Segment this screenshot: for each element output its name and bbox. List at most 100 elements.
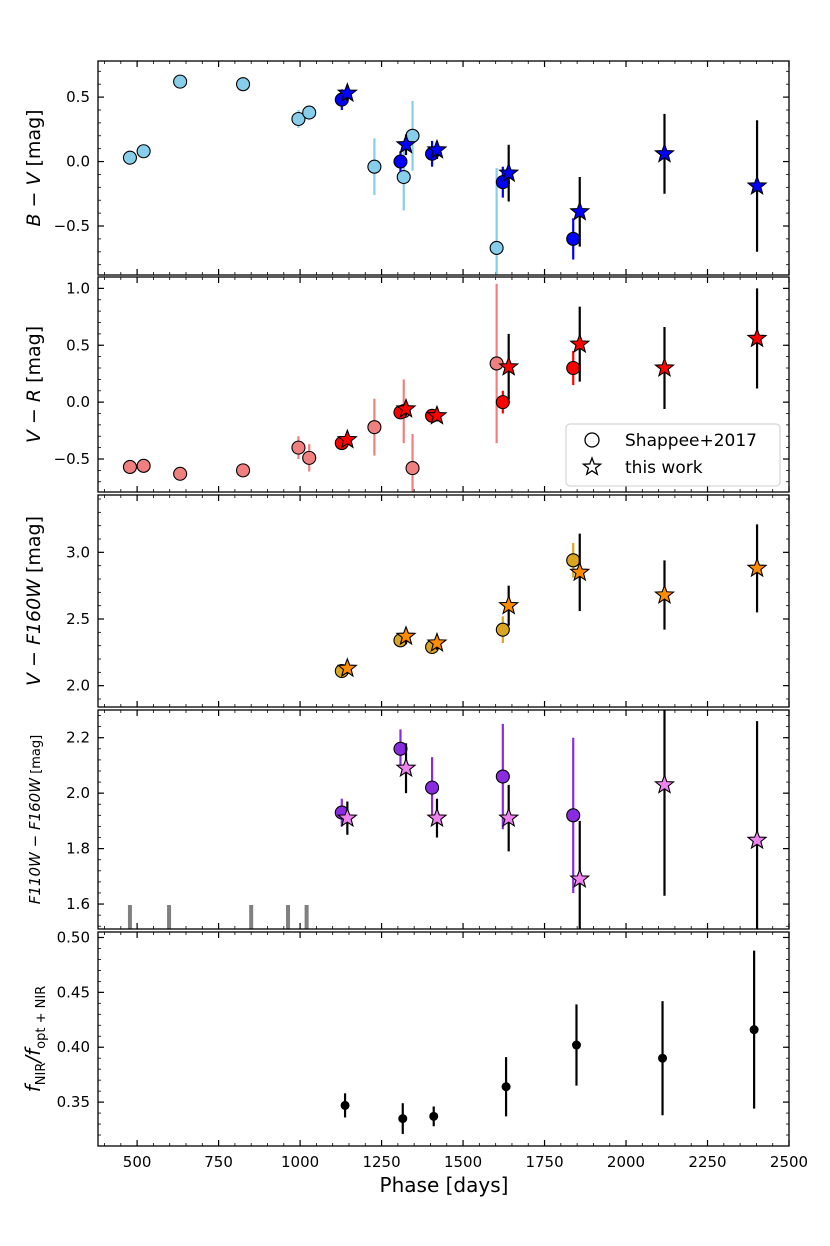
data-point [746, 829, 768, 850]
data-point [566, 808, 581, 823]
legend: Shappee+2017 this work [565, 423, 781, 487]
data-layer [334, 524, 768, 679]
data-point [291, 111, 306, 127]
y-axis-label: F110W − F160W [mag] [26, 735, 44, 904]
data-point [571, 1040, 581, 1050]
y-label-math: V − R [23, 389, 45, 443]
y-tick-label: −0.5 [54, 450, 90, 468]
x-axis-label: Phase [days] [380, 1173, 509, 1197]
data-point [429, 1111, 439, 1121]
data-point [495, 622, 510, 637]
y-tick-label: 0.0 [66, 153, 90, 171]
data-point [398, 1114, 408, 1124]
y-label-unit: [mag] [23, 326, 45, 389]
y-tick-label: 2.2 [66, 729, 90, 747]
data-point [749, 1025, 759, 1035]
y-tick-label: −0.5 [54, 217, 90, 235]
data-point [426, 631, 448, 652]
y-axis-label: V − F160W [mag] [23, 516, 45, 686]
data-point [489, 240, 504, 255]
x-tick-label: 1000 [281, 1153, 319, 1171]
data-point [746, 174, 768, 195]
data-point [393, 154, 408, 169]
data-point [340, 1100, 350, 1110]
data-layer [122, 283, 768, 492]
x-tick-label: 1750 [525, 1153, 563, 1171]
y-tick-label: 1.8 [66, 840, 90, 858]
panels-layer: −0.5 0.0 0.5 B − V [mag] −0.5 0.0 0.5 1.0 V − R … [21, 60, 808, 1171]
y-tick-label: 0.5 [66, 336, 90, 354]
y-label-math: B − V [23, 171, 45, 227]
x-tick-label: 2500 [770, 1153, 808, 1171]
data-point [136, 458, 151, 473]
data-point [302, 105, 317, 120]
y-tick-label: 0.50 [57, 928, 90, 946]
panel-frame [97, 709, 790, 930]
data-point [498, 162, 520, 183]
legend-circle-marker [584, 432, 600, 448]
data-point [498, 807, 520, 828]
data-point [395, 757, 417, 778]
y-tick-label: 2.0 [66, 677, 90, 695]
data-point [498, 355, 520, 376]
panel-v_minus_f160w: 2.0 2.5 3.0 V − F160W [mag] [23, 494, 790, 708]
data-point [336, 428, 358, 449]
y-tick-label: 3.0 [66, 543, 90, 561]
data-point [336, 657, 358, 678]
legend-frame [565, 423, 781, 487]
data-point [122, 150, 137, 165]
panel-b_minus_v: −0.5 0.0 0.5 B − V [mag] [23, 60, 790, 276]
data-point [658, 1053, 668, 1063]
data-point [566, 553, 581, 568]
y-tick-label: 0.0 [66, 393, 90, 411]
legend-label-shappee: Shappee+2017 [625, 431, 757, 451]
y-label-slash-f: /f [21, 1046, 45, 1065]
data-point [336, 807, 358, 828]
x-tick-label: 2250 [688, 1153, 726, 1171]
data-point [395, 397, 417, 418]
data-point [569, 868, 591, 889]
panel-frame [97, 494, 790, 708]
data-point [367, 420, 382, 435]
data-point [569, 200, 591, 221]
legend-star-marker [581, 456, 603, 476]
y-tick-label: 2.0 [66, 784, 90, 802]
data-point [291, 440, 306, 455]
y-tick-label: 1.6 [66, 895, 90, 913]
y-tick-label: 1.0 [66, 279, 90, 297]
y-tick-label: 2.5 [66, 610, 90, 628]
data-point [395, 133, 417, 154]
panel-f110w_minus_f160w: 1.6 1.8 2.0 2.2 F110W − F160W [mag] [26, 709, 790, 930]
y-label-unit: [mag] [23, 109, 45, 172]
y-axis-label: V − R [mag] [23, 326, 45, 443]
data-point [495, 769, 510, 784]
panel-frame [97, 931, 790, 1147]
y-tick-label: 0.35 [57, 1093, 90, 1111]
y-label-math: V − F160W [23, 578, 45, 686]
data-point [235, 77, 251, 92]
data-point [302, 450, 317, 465]
y-axis-label: B − V [mag] [23, 109, 45, 226]
y-tick-label: 0.5 [66, 88, 90, 106]
panel-v_minus_r: −0.5 0.0 0.5 1.0 V − R [mag] [23, 276, 790, 493]
data-point [653, 142, 676, 163]
data-point [405, 461, 420, 476]
data-point [426, 807, 448, 828]
x-tick-label: 500 [123, 1153, 152, 1171]
data-point [569, 561, 591, 582]
y-label-unit: [mag] [29, 735, 44, 778]
data-point [367, 159, 382, 174]
data-point [425, 780, 440, 795]
y-axis-label: fNIR/fopt + NIR [21, 986, 49, 1092]
panel-frame [97, 276, 790, 493]
data-point [122, 459, 137, 475]
data-point [746, 327, 768, 348]
data-point [395, 625, 417, 646]
x-tick-label: 2000 [607, 1153, 645, 1171]
data-point [336, 82, 358, 103]
x-tick-label: 1250 [362, 1153, 400, 1171]
y-label-sub2: opt + NIR [34, 986, 49, 1049]
x-tick-label: 750 [204, 1153, 233, 1171]
y-tick-label: 0.40 [57, 1038, 90, 1056]
